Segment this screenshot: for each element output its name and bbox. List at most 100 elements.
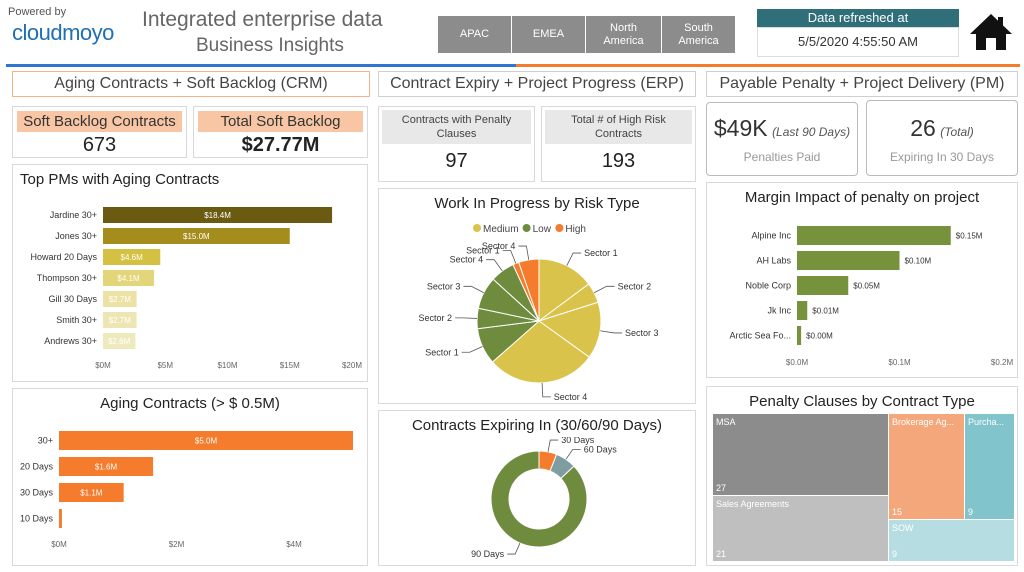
kpi-total-soft-backlog: Total Soft Backlog $27.77M [193, 106, 368, 158]
bar [103, 249, 161, 265]
pie-slice [490, 450, 588, 548]
legend-label: High [565, 224, 586, 235]
kpi-high-risk: Total # of High Risk Contracts 193 [541, 106, 696, 182]
kpi-total-soft-backlog-value: $27.77M [241, 134, 320, 156]
region-south-america-button[interactable]: South America [662, 16, 736, 53]
x-tick-label: $0M [51, 540, 67, 549]
section-pm-header: Payable Penalty + Project Delivery (PM) [706, 71, 1018, 97]
header-title-line2: Business Insights [196, 35, 344, 56]
treemap-cell: Brokerage Ag... 15 [889, 414, 964, 519]
kpi-expiring-value: 26 [910, 115, 936, 141]
home-icon[interactable] [968, 12, 1014, 52]
x-tick-label: $15M [280, 361, 300, 370]
x-tick-label: $0.0M [786, 358, 809, 367]
category-label: Alpine Inc [751, 231, 791, 241]
treemap-cell-name: Brokerage Ag... [892, 417, 955, 427]
wip-chart-title: Work In Progress by Risk Type [434, 195, 640, 212]
kpi-soft-backlog-contracts: Soft Backlog Contracts 673 [12, 106, 187, 158]
kpi-penalty-clauses: Contracts with Penalty Clauses 97 [378, 106, 535, 182]
legend-marker [555, 224, 564, 232]
category-label: Thompson 30+ [37, 273, 97, 283]
expiring-chart-title: Contracts Expiring In (30/60/90 Days) [411, 417, 663, 434]
treemap-cell-value: 15 [892, 507, 903, 517]
category-label: Jardine 30+ [50, 210, 97, 220]
leader-line [566, 252, 582, 266]
expiring-chart-card: Contracts Expiring In (30/60/90 Days) 30… [378, 410, 696, 566]
bar [59, 457, 154, 476]
treemap-chart: MSA 27 Sales Agreements 21 Brokerage Ag... 15… [713, 414, 1015, 562]
leader-line [486, 259, 503, 272]
slice-label: Sector 3 [625, 328, 659, 338]
leader-line [518, 245, 530, 260]
treemap-cell-name: Purcha... [968, 417, 1005, 427]
x-tick-label: $0M [95, 361, 111, 370]
data-label: $0.15M [956, 232, 983, 241]
bar [797, 276, 849, 295]
slice-label: 60 Days [584, 444, 618, 454]
bar [103, 270, 155, 286]
pie-slice [491, 320, 591, 384]
leader-line [455, 317, 478, 319]
slice-label: Sector 4 [450, 255, 484, 265]
data-label: $4.6M [121, 253, 144, 262]
data-label: $0.00M [806, 332, 833, 341]
slice-label: Sector 1 [466, 245, 500, 255]
category-label: Noble Corp [745, 281, 791, 291]
treemap-cell-name: SOW [892, 523, 914, 533]
data-label: $0.10M [905, 257, 932, 266]
kpi-total-soft-backlog-label: Total Soft Backlog [198, 111, 363, 132]
kpi-high-risk-value: 193 [601, 150, 636, 172]
region-apac-button[interactable]: APAC [438, 16, 512, 53]
slice-label: Sector 1 [584, 248, 618, 258]
category-label: Arctic Sea Fo... [729, 331, 791, 341]
data-label: $5.0M [195, 437, 218, 446]
x-tick-label: $4M [286, 540, 302, 549]
cloudmoyo-logo: cloudmoyo [12, 20, 114, 45]
category-label: 20 Days [20, 462, 54, 472]
top-pms-chart-title: Top PMs with Aging Contracts [20, 171, 220, 188]
refresh-label: Data refreshed at [757, 9, 959, 27]
leader-line [565, 448, 581, 460]
bar [103, 291, 137, 307]
treemap-cell: MSA 27 [713, 414, 888, 495]
region-north-america-button[interactable]: North America [586, 16, 662, 53]
header-underline-orange [516, 64, 1020, 67]
data-label: $18.4M [204, 211, 231, 220]
kpi-penalties-paid: $49K (Last 90 Days) Penalties Paid [706, 102, 858, 176]
section-crm-header: Aging Contracts + Soft Backlog (CRM) [12, 71, 370, 97]
data-label: $0.05M [853, 282, 880, 291]
leader-line [547, 439, 559, 452]
treemap-cell-value: 21 [716, 549, 727, 559]
header-title-line1: Integrated enterprise data [142, 8, 383, 31]
slice-label: 90 Days [471, 549, 505, 559]
aging-chart-title: Aging Contracts (> $ 0.5M) [100, 395, 280, 412]
treemap-cell: SOW 9 [889, 520, 1014, 561]
bar [103, 207, 333, 223]
data-label: $15.0M [183, 232, 210, 241]
kpi-penalties-paid-value: $49K [713, 115, 768, 141]
region-emea-button[interactable]: EMEA [512, 16, 586, 53]
category-label: Jones 30+ [55, 231, 97, 241]
kpi-expiring-30: 26 (Total) Expiring In 30 Days [866, 100, 1018, 176]
data-label: $2.6M [108, 337, 131, 346]
kpi-soft-backlog-contracts-label: Soft Backlog Contracts [17, 111, 182, 132]
treemap-cell-name: MSA [716, 417, 736, 427]
top-pms-chart-card: Top PMs with Aging Contracts Jardine 30+… [12, 164, 368, 382]
pie-slice [537, 301, 602, 358]
bar [59, 431, 353, 450]
category-label: 30+ [38, 436, 53, 446]
leader-line [502, 250, 517, 264]
header-underline-blue [6, 64, 516, 67]
category-label: Andrews 30+ [44, 336, 97, 346]
bar [103, 333, 136, 349]
kpi-soft-backlog-contracts-value: 673 [82, 134, 117, 156]
category-label: Howard 20 Days [30, 252, 97, 262]
category-label: 30 Days [20, 488, 54, 498]
x-tick-label: $10M [217, 361, 237, 370]
treemap-cell-value: 9 [968, 507, 974, 517]
slice-label: Sector 4 [482, 241, 516, 251]
x-tick-label: $0.2M [991, 358, 1014, 367]
leader-line [600, 330, 623, 334]
bar [797, 226, 951, 245]
